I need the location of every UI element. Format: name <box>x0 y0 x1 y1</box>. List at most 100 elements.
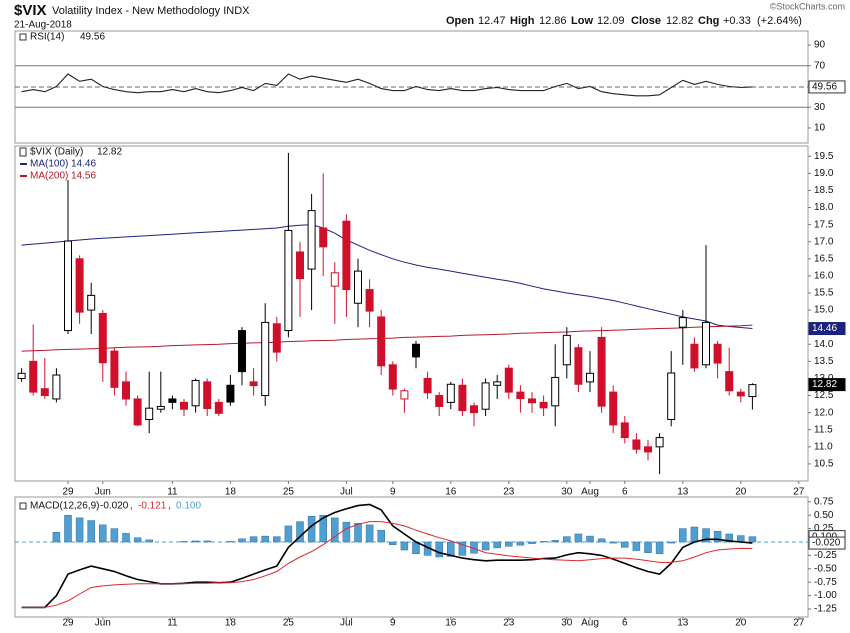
close-value: 12.82 <box>666 15 694 27</box>
y-tick-label: 14.0 <box>814 339 834 350</box>
x-tick-label: 6 <box>622 487 628 498</box>
y-tick-label: 17.0 <box>814 236 834 247</box>
y-tick-label: -0.75 <box>814 577 837 588</box>
x-tick-label: 16 <box>445 618 457 629</box>
histogram-bar <box>632 541 641 551</box>
candle-body <box>574 347 583 385</box>
histogram-bar <box>435 541 443 558</box>
y-tick-label: 12.0 <box>814 407 834 418</box>
histogram-bar <box>238 538 246 543</box>
histogram-bar <box>563 536 571 543</box>
x-tick-label: Aug <box>581 487 599 498</box>
y-tick-label: -1.00 <box>814 590 837 601</box>
histogram-bar <box>319 514 327 543</box>
close-label: Close <box>631 15 661 27</box>
candle-body <box>284 229 293 332</box>
histogram-bar <box>493 541 501 549</box>
candle-body <box>17 372 26 379</box>
candle-body <box>736 391 745 397</box>
candle-body <box>597 336 606 407</box>
y-tick-label: 90 <box>814 40 826 51</box>
x-tick-label: 16 <box>445 487 457 498</box>
histogram-bar <box>64 514 72 543</box>
date: 21-Aug-2018 <box>14 20 72 31</box>
candle-body <box>632 439 641 450</box>
histogram-bar <box>133 537 142 543</box>
histogram-bar <box>342 521 351 543</box>
histogram-bar <box>203 540 211 543</box>
candle-body <box>725 371 734 392</box>
legend-separator: , <box>168 501 171 512</box>
candle-body <box>400 390 409 400</box>
candle-body <box>470 405 478 414</box>
histogram-bar <box>365 524 374 543</box>
histogram-bar <box>249 536 258 543</box>
histogram-bar <box>284 525 293 543</box>
candle-body <box>191 380 200 407</box>
change-label: Chg <box>698 15 719 27</box>
y-tick-label: 30 <box>814 102 826 113</box>
x-tick-label: 23 <box>503 618 515 629</box>
legend-value: 14.56 <box>71 171 96 182</box>
y-tick-label: 16.5 <box>814 253 834 264</box>
x-tick-label: 9 <box>390 618 396 629</box>
candle-body <box>272 323 281 353</box>
symbol: $VIX <box>14 2 47 19</box>
candle-body <box>504 367 513 393</box>
histogram-bar <box>400 541 409 551</box>
histogram-bar <box>75 517 84 543</box>
candle-body <box>620 422 629 439</box>
histogram-bar <box>191 540 200 543</box>
candle-body <box>330 272 339 287</box>
histogram-bar <box>354 523 362 543</box>
histogram-bar <box>145 539 153 543</box>
legend-name: $VIX (Daily) <box>30 147 83 158</box>
candle-body <box>342 220 351 291</box>
candle-body <box>423 377 432 394</box>
x-tick-label: 29 <box>62 487 74 498</box>
histogram-bar <box>447 541 455 557</box>
candle-body <box>377 316 386 367</box>
histogram-bar <box>87 520 95 543</box>
candle-body <box>551 376 560 407</box>
x-tick-label: 20 <box>735 618 747 629</box>
candle-body <box>319 227 328 248</box>
rsi-value-box-label: 49.56 <box>812 82 837 93</box>
copyright: ©StockCharts.com <box>770 1 845 11</box>
candle-body <box>562 334 571 366</box>
candle-body <box>296 251 304 280</box>
close-value-box-label-box <box>808 378 846 392</box>
y-tick-label: 0.50 <box>814 510 834 521</box>
legend-icon <box>19 502 27 510</box>
legend-icon <box>19 33 27 41</box>
candle-body <box>226 384 235 403</box>
histogram-bar <box>679 528 687 543</box>
change-percent: (+2.64%) <box>757 15 802 27</box>
candle-body <box>156 405 165 410</box>
candle-body <box>644 446 652 453</box>
legend-name: MACD(12,26,9) <box>30 501 99 512</box>
change-value: +0.33 <box>723 15 751 27</box>
macd-line <box>21 521 753 608</box>
legend-name: MA(100) <box>30 159 68 170</box>
y-tick-label: 13.5 <box>814 356 834 367</box>
legend-value: -0.020 <box>100 501 129 512</box>
candle-body <box>690 343 699 369</box>
y-tick-label: 15.0 <box>814 305 834 316</box>
candle-body <box>481 382 490 410</box>
y-tick-label: 11.5 <box>814 424 833 435</box>
y-tick-label: 10.5 <box>814 459 834 470</box>
legend-value: 12.82 <box>97 147 122 158</box>
x-tick-label: 23 <box>503 487 515 498</box>
histogram-bar <box>551 540 559 543</box>
histogram-bar <box>331 517 339 543</box>
x-tick-label: 18 <box>225 487 237 498</box>
candle-body <box>180 401 188 410</box>
y-tick-label: 19.5 <box>814 151 834 162</box>
candle-body <box>609 391 618 426</box>
open-value: 12.47 <box>478 15 506 27</box>
candle-body <box>64 240 72 332</box>
y-tick-label: -0.25 <box>814 550 837 561</box>
legend-name: MA(200) <box>30 171 68 182</box>
